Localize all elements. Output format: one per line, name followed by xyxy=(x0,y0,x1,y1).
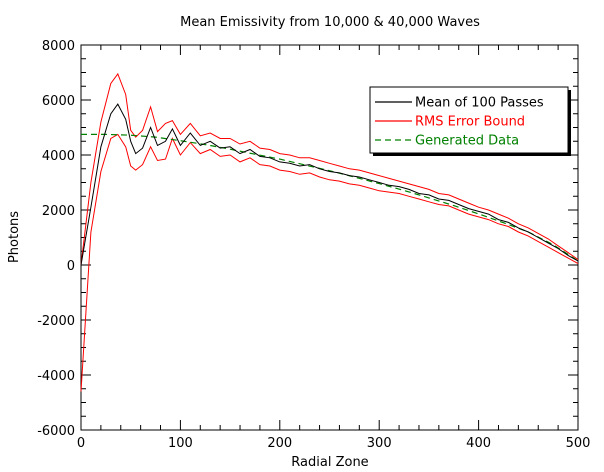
x-axis-label: Radial Zone xyxy=(291,455,368,470)
x-tick-label: 100 xyxy=(168,436,193,451)
chart-title: Mean Emissivity from 10,000 & 40,000 Wav… xyxy=(180,15,480,30)
y-tick-label: 4000 xyxy=(42,149,75,164)
x-tick-label: 200 xyxy=(267,436,292,451)
series-rms-lower-line xyxy=(80,133,579,392)
legend-label: Generated Data xyxy=(415,134,519,149)
series-layer xyxy=(80,72,579,392)
x-tick-label: 0 xyxy=(77,436,85,451)
y-tick-label: 8000 xyxy=(42,39,75,54)
y-tick-label: 0 xyxy=(67,259,75,274)
y-tick-label: 6000 xyxy=(42,94,75,109)
y-tick-label: -4000 xyxy=(37,369,75,384)
axis-ticks: 0 100 200 300 400 500 -6000 -4000 -2000 0 2000 4000… xyxy=(37,39,590,451)
x-tick-label: 400 xyxy=(466,436,491,451)
legend: Mean of 100 Passes RMS Error Bound Generat… xyxy=(369,86,571,156)
legend-label: RMS Error Bound xyxy=(415,115,525,130)
y-tick-label: -6000 xyxy=(37,424,75,439)
series-generated-line xyxy=(81,133,579,262)
y-axis-label: Photons xyxy=(7,211,22,263)
legend-label: Mean of 100 Passes xyxy=(415,96,544,111)
x-tick-label: 300 xyxy=(367,436,392,451)
y-tick-label: -2000 xyxy=(37,314,75,329)
series-rms-upper-line xyxy=(80,72,579,266)
legend-box xyxy=(369,86,569,154)
x-tick-label: 500 xyxy=(566,436,591,451)
y-tick-label: 2000 xyxy=(42,204,75,219)
series-mean-line xyxy=(80,103,579,266)
